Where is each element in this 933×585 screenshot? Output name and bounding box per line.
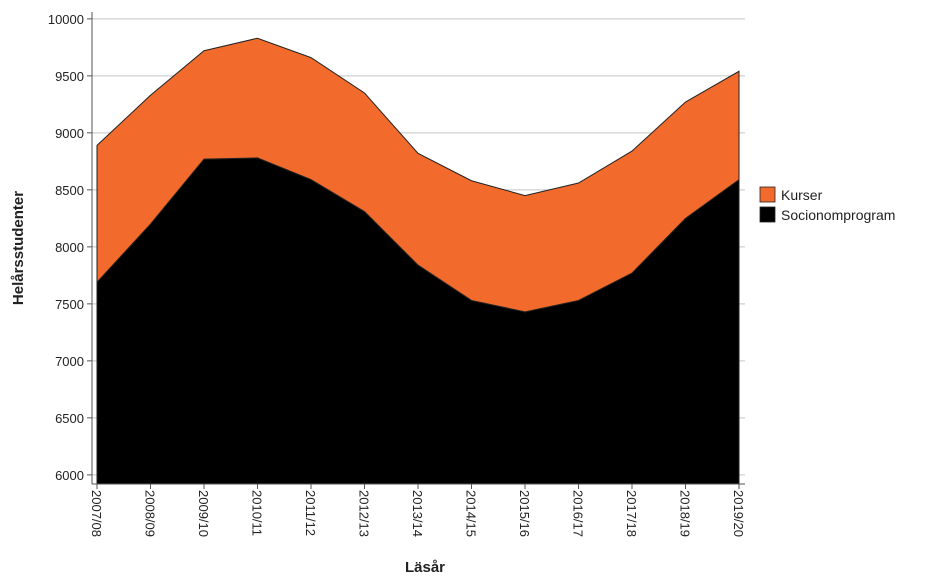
x-tick-label: 2014/15 — [464, 490, 479, 537]
x-tick-label: 2016/17 — [571, 490, 586, 537]
x-tick-label: 2007/08 — [89, 490, 104, 537]
x-tick-label: 2009/10 — [196, 490, 211, 537]
y-tick-label: 6500 — [55, 411, 84, 426]
x-tick-label: 2018/19 — [678, 490, 693, 537]
legend-label: Socionomprogram — [781, 207, 895, 223]
x-tick-label: 2015/16 — [517, 490, 532, 537]
x-tick-label: 2013/14 — [410, 490, 425, 537]
x-tick-label: 2011/12 — [303, 490, 318, 536]
y-tick-label: 9000 — [55, 126, 84, 141]
x-tick-label: 2017/18 — [624, 490, 639, 537]
legend-label: Kurser — [781, 187, 823, 203]
x-tick-label: 2008/09 — [143, 490, 158, 537]
y-tick-label: 9500 — [55, 69, 84, 84]
y-tick-label: 7000 — [55, 354, 84, 369]
legend-swatch — [759, 206, 776, 223]
legend-swatch — [759, 186, 776, 203]
area — [96, 37, 740, 313]
y-axis-title: Helårsstudenter — [10, 191, 27, 305]
x-tick-label: 2010/11 — [250, 490, 265, 536]
y-tick-label: 6000 — [55, 468, 84, 483]
y-tick-label: 8500 — [55, 183, 84, 198]
y-tick-label: 10000 — [48, 12, 84, 27]
x-tick-label: 2012/13 — [357, 490, 372, 537]
y-tick-label: 8000 — [55, 240, 84, 255]
x-tick-label: 2019/20 — [731, 490, 746, 537]
x-axis-title: Läsår — [405, 559, 445, 576]
y-tick-label: 7500 — [55, 297, 84, 312]
